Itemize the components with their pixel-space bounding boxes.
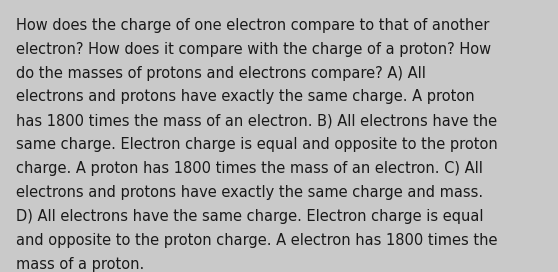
- Text: has 1800 times the mass of an electron. B) All electrons have the: has 1800 times the mass of an electron. …: [16, 113, 497, 128]
- Text: same charge. Electron charge is equal and opposite to the proton: same charge. Electron charge is equal an…: [16, 137, 497, 152]
- Text: How does the charge of one electron compare to that of another: How does the charge of one electron comp…: [16, 18, 489, 33]
- Text: and opposite to the proton charge. A electron has 1800 times the: and opposite to the proton charge. A ele…: [16, 233, 497, 248]
- Text: electron? How does it compare with the charge of a proton? How: electron? How does it compare with the c…: [16, 42, 490, 57]
- Text: mass of a proton.: mass of a proton.: [16, 257, 144, 272]
- Text: do the masses of protons and electrons compare? A) All: do the masses of protons and electrons c…: [16, 66, 426, 81]
- Text: charge. A proton has 1800 times the mass of an electron. C) All: charge. A proton has 1800 times the mass…: [16, 161, 483, 176]
- Text: electrons and protons have exactly the same charge. A proton: electrons and protons have exactly the s…: [16, 89, 474, 104]
- Text: electrons and protons have exactly the same charge and mass.: electrons and protons have exactly the s…: [16, 185, 483, 200]
- Text: D) All electrons have the same charge. Electron charge is equal: D) All electrons have the same charge. E…: [16, 209, 483, 224]
